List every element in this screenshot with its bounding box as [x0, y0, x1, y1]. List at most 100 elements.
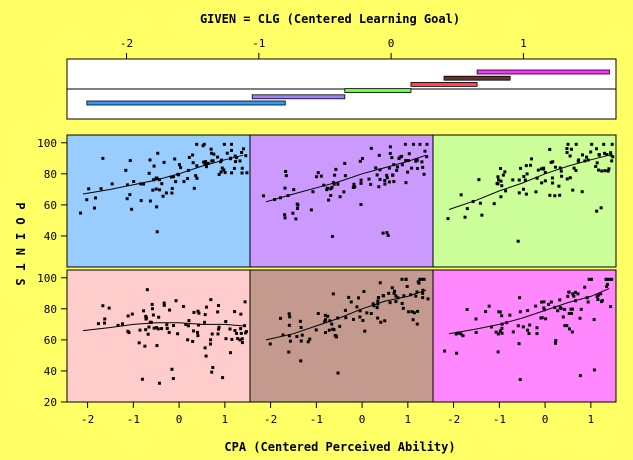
scatter-point: [411, 318, 415, 322]
loess-curve: [448, 154, 610, 210]
scatter-point: [567, 290, 571, 294]
scatter-point: [232, 166, 236, 170]
scatter-point: [93, 206, 97, 210]
scatter-point: [151, 188, 155, 192]
scatter-point: [168, 308, 172, 312]
scatter-point: [222, 168, 226, 172]
scatter-point: [426, 297, 430, 301]
scatter-point: [128, 159, 132, 163]
scatter-point: [182, 304, 186, 308]
scatter-point: [605, 277, 609, 281]
scatter-point: [87, 187, 91, 191]
scatter-point: [590, 142, 594, 146]
scatter-point: [605, 285, 609, 289]
given-interval-bar: [344, 88, 412, 93]
scatter-point: [128, 193, 132, 197]
scatter-point: [554, 338, 558, 342]
scatter-point: [579, 307, 583, 311]
scatter-point: [176, 332, 180, 336]
scatter-point: [162, 301, 166, 305]
scatter-point: [216, 303, 220, 307]
scatter-point: [174, 299, 178, 303]
scatter-point: [360, 157, 364, 161]
given-tick-label: 1: [520, 37, 527, 50]
scatter-point: [594, 147, 598, 151]
scatter-point: [597, 153, 601, 157]
scatter-point: [610, 159, 614, 163]
scatter-point: [238, 159, 242, 163]
scatter-point: [347, 295, 351, 299]
scatter-point: [316, 311, 320, 315]
scatter-point: [576, 159, 580, 163]
scatter-point: [372, 304, 376, 308]
scatter-point: [498, 329, 502, 333]
scatter-point: [192, 310, 196, 314]
scatter-point: [410, 310, 414, 314]
scatter-point: [463, 215, 467, 219]
scatter-point: [174, 180, 178, 184]
scatter-point: [455, 351, 459, 355]
scatter-panel: [66, 134, 251, 268]
scatter-point: [167, 330, 171, 334]
scatter-point: [233, 329, 237, 333]
y-tick-label: 40: [44, 230, 57, 243]
scatter-point: [521, 325, 525, 329]
scatter-point: [600, 298, 604, 302]
scatter-point: [186, 338, 190, 342]
scatter-point: [352, 317, 356, 321]
scatter-point: [295, 334, 299, 338]
scatter-point: [359, 202, 363, 206]
scatter-point: [239, 327, 243, 331]
scatter-point: [542, 306, 546, 310]
scatter-point: [554, 341, 558, 345]
x-tick-label: -1: [127, 413, 140, 426]
scatter-point: [410, 166, 414, 170]
scatter-point: [208, 342, 212, 346]
scatter-point: [323, 331, 327, 335]
scatter-point: [586, 300, 590, 304]
scatter-point: [365, 311, 369, 315]
scatter-point: [534, 190, 538, 194]
scatter-point: [238, 338, 242, 342]
scatter-point: [242, 147, 246, 151]
scatter-point: [595, 209, 599, 213]
scatter-point: [477, 178, 481, 182]
scatter-point: [565, 150, 569, 154]
scatter-point: [540, 167, 544, 171]
scatter-point: [210, 159, 214, 163]
scatter-point: [240, 166, 244, 170]
scatter-point: [299, 359, 303, 363]
scatter-point: [540, 181, 544, 185]
scatter-point: [567, 327, 571, 331]
scatter-point: [569, 147, 573, 151]
scatter-point: [528, 323, 532, 327]
scatter-point: [609, 153, 613, 157]
scatter-point: [381, 294, 385, 298]
scatter-point: [560, 174, 564, 178]
scatter-point: [390, 156, 394, 160]
scatter-point: [107, 306, 111, 310]
scatter-point: [524, 164, 528, 168]
scatter-point: [409, 293, 413, 297]
scatter-point: [518, 378, 522, 382]
scatter-point: [525, 172, 529, 176]
scatter-point: [236, 337, 240, 341]
scatter-point: [411, 142, 415, 146]
scatter-point: [610, 277, 614, 281]
scatter-point: [332, 328, 336, 332]
scatter-point: [186, 177, 190, 181]
scatter-point: [228, 327, 232, 331]
scatter-point: [120, 322, 124, 326]
scatter-point: [548, 147, 552, 151]
given-tick-label: 0: [388, 37, 395, 50]
scatter-point: [508, 313, 512, 317]
scatter-point: [332, 182, 336, 186]
y-tick-label: 40: [44, 365, 57, 378]
scatter-point: [596, 298, 600, 302]
scatter-point: [299, 339, 303, 343]
scatter-point: [192, 329, 196, 333]
scatter-point: [500, 314, 504, 318]
y-tick-label: 20: [44, 396, 57, 409]
scatter-point: [418, 277, 422, 281]
scatter-point: [568, 176, 572, 180]
